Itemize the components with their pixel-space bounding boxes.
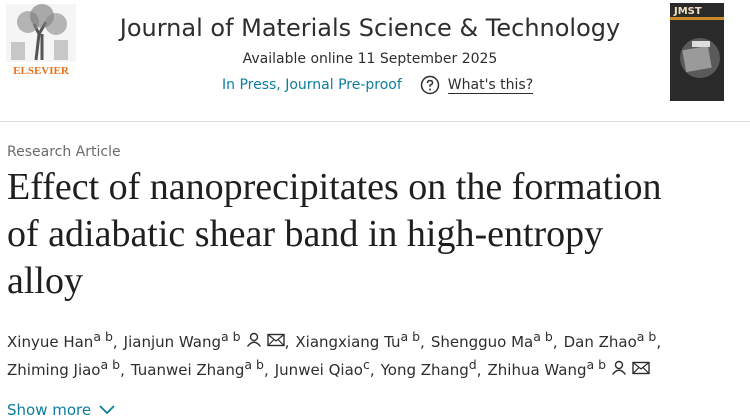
comma: ,: [476, 361, 482, 379]
affiliation[interactable]: a b: [93, 329, 113, 344]
author-name[interactable]: Tuanwei Zhang: [130, 361, 245, 379]
author[interactable]: Xiangxiang Tua b: [295, 329, 420, 351]
author-name[interactable]: Xinyue Han: [7, 333, 94, 351]
author[interactable]: Dan Zhaoa b: [564, 329, 657, 351]
chevron-icon: [99, 405, 115, 415]
affiliation[interactable]: d: [468, 357, 477, 372]
author-name[interactable]: Zhiming Jiao: [7, 361, 101, 379]
comma: ,: [263, 361, 269, 379]
comma: ,: [284, 333, 290, 351]
author-name[interactable]: Jianjun Wang: [123, 333, 222, 351]
author-name[interactable]: Dan Zhao: [563, 333, 637, 351]
affiliation[interactable]: a b: [221, 329, 241, 344]
publisher-name: ELSEVIER: [13, 65, 70, 77]
author[interactable]: Tuanwei Zhanga b: [131, 357, 264, 379]
help-icon[interactable]: [420, 75, 440, 95]
title-line: alloy: [7, 260, 83, 302]
journal-title[interactable]: Journal of Materials Science & Technolog…: [119, 14, 621, 42]
publisher-logo: ELSEVIER: [6, 4, 76, 77]
author-name[interactable]: Shengguo Ma: [430, 333, 534, 351]
mail-icon[interactable]: [266, 333, 285, 347]
article-title: Effect of nanoprecipitates on the format…: [7, 164, 662, 305]
affiliation[interactable]: a b: [100, 357, 121, 372]
show-more[interactable]: Show more: [7, 401, 115, 419]
author-name[interactable]: Zhihua Wang: [487, 361, 587, 379]
article-type: Research Article: [7, 144, 121, 160]
title-line: of adiabatic shear band in high-entropy: [7, 213, 604, 255]
author-row: Xinyue Hana b, Jianjun Wanga b, Xiangxiang…: [7, 329, 667, 351]
affiliation[interactable]: a b: [244, 357, 264, 372]
author-row: Zhiming Jiaoa b, Tuanwei Zhanga b, Junwei …: [7, 357, 650, 379]
journal-cover[interactable]: JMST: [670, 3, 724, 101]
comma: ,: [369, 361, 375, 379]
affiliation[interactable]: a b: [586, 357, 607, 372]
author[interactable]: Xinyue Hana b: [7, 329, 113, 351]
comma: ,: [420, 333, 425, 351]
author[interactable]: Zhiming Jiaoa b: [7, 357, 120, 379]
person-icon[interactable]: [246, 332, 262, 347]
mail-icon[interactable]: [632, 361, 650, 375]
affiliation[interactable]: a b: [636, 329, 657, 344]
author[interactable]: Zhihua Wanga b: [488, 357, 651, 379]
help-link[interactable]: What's this?: [447, 76, 534, 94]
availability: Available online 11 September 2025: [242, 51, 498, 67]
affiliation[interactable]: c: [362, 357, 370, 372]
author-name[interactable]: Xiangxiang Tu: [295, 333, 401, 351]
author-name[interactable]: Yong Zhang: [380, 361, 469, 379]
comma: ,: [656, 333, 662, 351]
comma: ,: [120, 361, 125, 379]
author[interactable]: Yong Zhangd: [381, 357, 477, 379]
author-name[interactable]: Junwei Qiao: [274, 361, 363, 379]
title-line: Effect of nanoprecipitates on the format…: [7, 166, 662, 208]
author[interactable]: Shengguo Maa b: [431, 329, 553, 351]
author[interactable]: Jianjun Wanga b: [124, 329, 285, 351]
show-more-label[interactable]: Show more: [7, 401, 92, 419]
status[interactable]: In Press, Journal Pre-proof: [222, 77, 402, 93]
person-icon[interactable]: [611, 360, 627, 375]
comma: ,: [552, 333, 558, 351]
separator: [0, 121, 750, 122]
affiliation[interactable]: a b: [533, 329, 553, 344]
affiliation[interactable]: a b: [400, 329, 421, 344]
status-row: In Press, Journal Pre-proof What's this?: [222, 75, 534, 95]
comma: ,: [112, 333, 118, 351]
cover-label: JMST: [673, 6, 702, 17]
author[interactable]: Junwei Qiaoc: [275, 357, 370, 379]
